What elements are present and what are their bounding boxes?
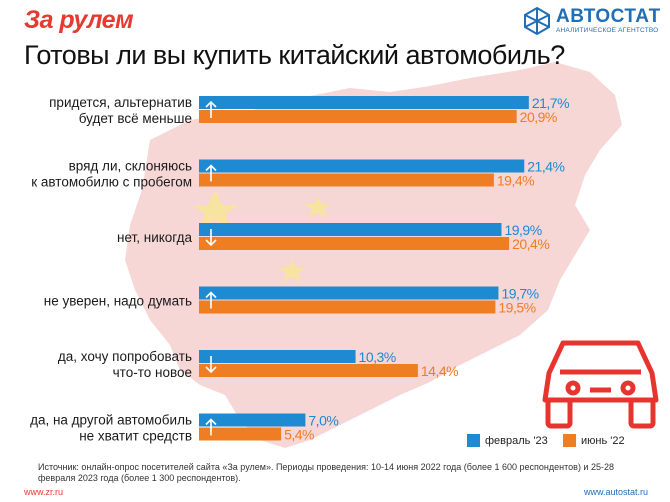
autostat-logo: АВТОСТАТ АНАЛИТИЧЕСКОЕ АГЕНТСТВО xyxy=(522,6,661,36)
bar-feb23 xyxy=(199,286,499,300)
autostat-icon xyxy=(524,6,550,36)
logo-subtitle: АНАЛИТИЧЕСКОЕ АГЕНТСТВО xyxy=(556,27,659,34)
trend-arrow-up-icon xyxy=(205,164,217,182)
car-icon xyxy=(542,340,659,429)
legend-item-feb23: февраль '23 xyxy=(467,434,548,447)
value-label-jun22: 20,9% xyxy=(520,109,557,125)
brand-logo: За рулем xyxy=(24,6,134,34)
url-left: www.zr.ru xyxy=(24,487,64,497)
legend-swatch xyxy=(563,434,576,447)
legend-label: февраль '23 xyxy=(485,434,548,447)
category-label: да, на другой автомобиль не хватит средст… xyxy=(30,413,192,444)
bar-feb23 xyxy=(199,223,502,236)
trend-arrow-up-icon xyxy=(205,100,217,118)
legend-label: июнь '22 xyxy=(581,434,625,447)
trend-arrow-up-icon xyxy=(205,418,217,436)
value-label-feb23: 10,3% xyxy=(359,349,396,365)
bar-jun22 xyxy=(199,173,494,187)
bar-feb23 xyxy=(199,96,529,109)
value-label-feb23: 21,4% xyxy=(527,159,564,175)
category-label: да, хочу попробовать что-то новое xyxy=(58,349,192,380)
trend-arrow-up-icon xyxy=(205,291,217,309)
value-label-jun22: 19,4% xyxy=(497,173,534,189)
category-label: нет, никогда xyxy=(117,230,192,245)
category-label: придется, альтернатив будет всё меньше xyxy=(49,95,192,126)
value-label-feb23: 19,9% xyxy=(504,222,541,238)
value-label-feb23: 21,7% xyxy=(532,95,569,111)
trend-arrow-down-icon xyxy=(205,356,217,374)
value-label-feb23: 19,7% xyxy=(501,286,538,302)
bar-feb23 xyxy=(199,350,356,363)
value-label-jun22: 19,5% xyxy=(498,300,535,316)
bar-feb23 xyxy=(199,159,525,173)
legend-swatch xyxy=(467,434,480,447)
source-note: Источник: онлайн-опрос посетителей сайта… xyxy=(38,462,614,483)
url-right: www.autostat.ru xyxy=(583,487,648,497)
value-label-jun22: 20,4% xyxy=(512,236,549,252)
bar-jun22 xyxy=(199,300,496,314)
bar-jun22 xyxy=(199,364,418,377)
bar-jun22 xyxy=(199,427,282,441)
bar-jun22 xyxy=(199,237,510,250)
chart-title: Готовы ли вы купить китайский автомобиль… xyxy=(24,40,565,70)
trend-arrow-down-icon xyxy=(205,229,217,247)
bar-feb23 xyxy=(199,413,306,427)
value-label-jun22: 14,4% xyxy=(421,363,458,379)
category-label: не уверен, надо думать xyxy=(44,294,192,309)
value-label-jun22: 5,4% xyxy=(284,427,314,443)
category-label: вряд ли, склоняюсь к автомобилю с пробего… xyxy=(31,159,192,190)
legend-item-jun22: июнь '22 xyxy=(563,434,625,447)
bar-jun22 xyxy=(199,110,517,123)
logo-name: АВТОСТАТ xyxy=(556,6,661,27)
value-label-feb23: 7,0% xyxy=(308,413,338,429)
